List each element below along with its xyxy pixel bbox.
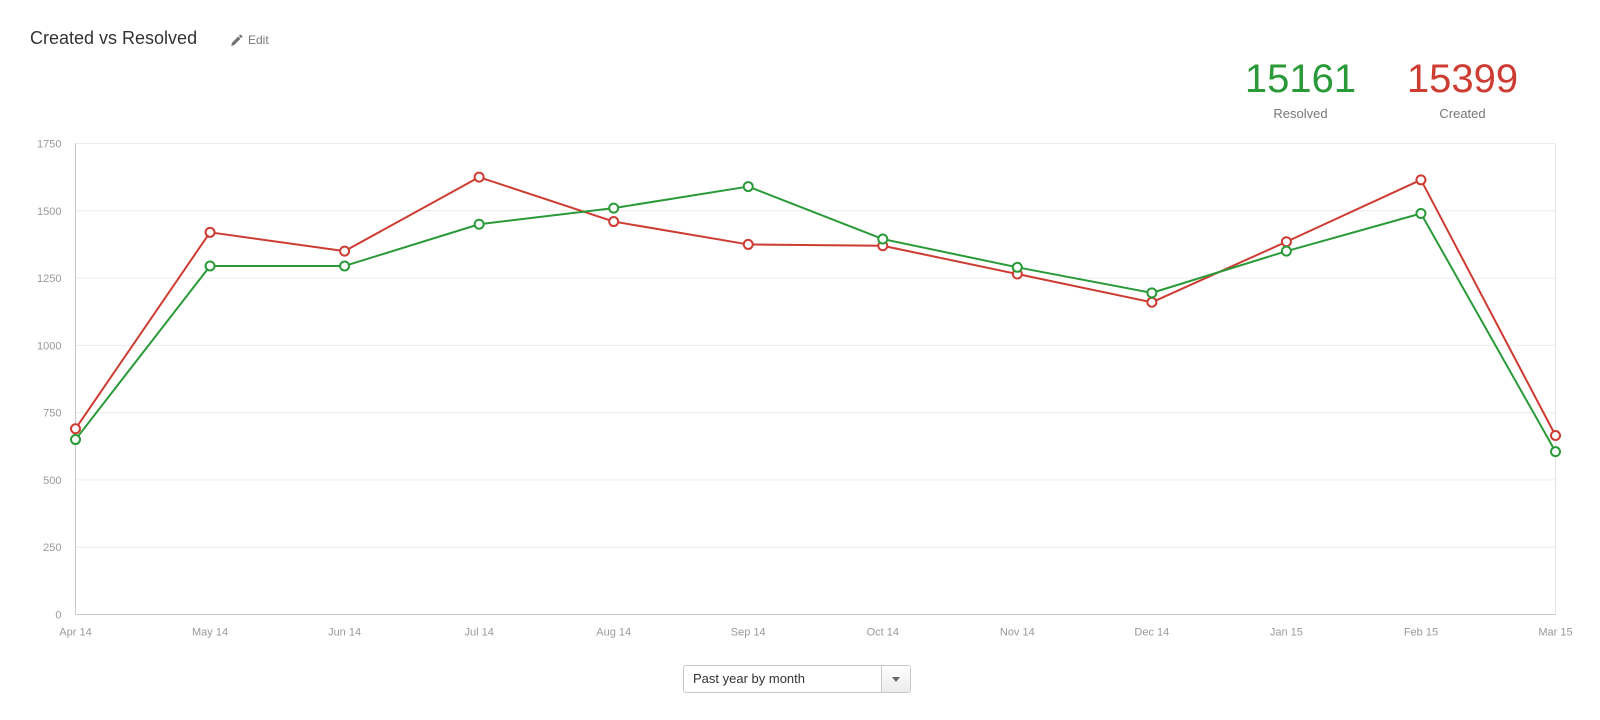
resolved-point[interactable] xyxy=(473,218,485,230)
created-point[interactable] xyxy=(204,226,216,238)
x-axis-tick-label: May 14 xyxy=(192,627,228,639)
y-axis-tick-label: 750 xyxy=(43,408,61,420)
resolved-point[interactable] xyxy=(1146,287,1158,299)
x-axis-tick-label: Dec 14 xyxy=(1134,627,1169,639)
created-summary: 15399 Created xyxy=(1390,58,1535,121)
created-point[interactable] xyxy=(608,216,620,228)
created-point[interactable] xyxy=(742,238,754,250)
x-axis-tick-label: Nov 14 xyxy=(1000,627,1035,639)
x-axis-tick-label: Apr 14 xyxy=(59,627,91,639)
resolved-point[interactable] xyxy=(1280,245,1292,257)
x-axis-tick-label: Aug 14 xyxy=(596,627,631,639)
resolved-point[interactable] xyxy=(339,260,351,272)
y-axis-tick-label: 1000 xyxy=(37,340,61,352)
created-point[interactable] xyxy=(1550,430,1561,442)
created-count-label: Created xyxy=(1439,106,1486,121)
created-point[interactable] xyxy=(473,171,485,183)
x-axis-tick-label: Jan 15 xyxy=(1270,627,1303,639)
resolved-point[interactable] xyxy=(877,233,889,245)
y-axis-tick-label: 1750 xyxy=(37,139,61,151)
created-vs-resolved-chart: 0 250 500 750 1000 1250 1500 1750 Apr 14 May 14 Ju… xyxy=(37,139,1573,639)
chevron-down-icon xyxy=(892,677,900,682)
edit-label: Edit xyxy=(248,33,269,47)
period-select[interactable]: Past year by month xyxy=(683,665,911,693)
resolved-summary: 15161 Resolved xyxy=(1228,58,1373,121)
x-axis-tick-label: Jun 14 xyxy=(328,627,361,639)
resolved-point[interactable] xyxy=(1550,446,1561,458)
resolved-point[interactable] xyxy=(608,202,620,214)
y-axis-tick-label: 500 xyxy=(43,475,61,487)
y-axis-tick-label: 0 xyxy=(55,610,61,622)
edit-button[interactable]: Edit xyxy=(230,33,269,47)
x-axis-tick-label: Oct 14 xyxy=(867,627,899,639)
page-title: Created vs Resolved xyxy=(30,28,198,48)
resolved-point[interactable] xyxy=(70,434,81,446)
pencil-icon xyxy=(230,34,243,47)
resolved-count: 15161 xyxy=(1244,57,1357,101)
created-point[interactable] xyxy=(1146,296,1158,308)
x-axis-tick-label: Jul 14 xyxy=(464,627,493,639)
resolved-point[interactable] xyxy=(1011,261,1023,273)
resolved-point[interactable] xyxy=(204,260,216,272)
x-axis-tick-label: Sep 14 xyxy=(731,627,766,639)
created-point[interactable] xyxy=(339,245,351,257)
resolved-point[interactable] xyxy=(742,181,754,193)
created-count: 15399 xyxy=(1406,57,1519,101)
period-select-value: Past year by month xyxy=(693,671,805,686)
created-line xyxy=(74,176,1557,437)
resolved-point[interactable] xyxy=(1415,207,1427,219)
resolved-line xyxy=(74,185,1557,453)
created-point[interactable] xyxy=(70,423,81,435)
y-axis-tick-label: 1250 xyxy=(37,273,61,285)
x-axis-tick-label: Feb 15 xyxy=(1404,627,1438,639)
resolved-count-label: Resolved xyxy=(1273,106,1328,121)
created-point[interactable] xyxy=(1280,236,1292,248)
dropdown-arrow-button[interactable] xyxy=(881,666,910,692)
y-axis-tick-label: 1500 xyxy=(37,206,61,218)
y-axis-tick-label: 250 xyxy=(43,542,61,554)
x-axis-tick-label: Mar 15 xyxy=(1538,627,1572,639)
created-point[interactable] xyxy=(1415,174,1427,186)
